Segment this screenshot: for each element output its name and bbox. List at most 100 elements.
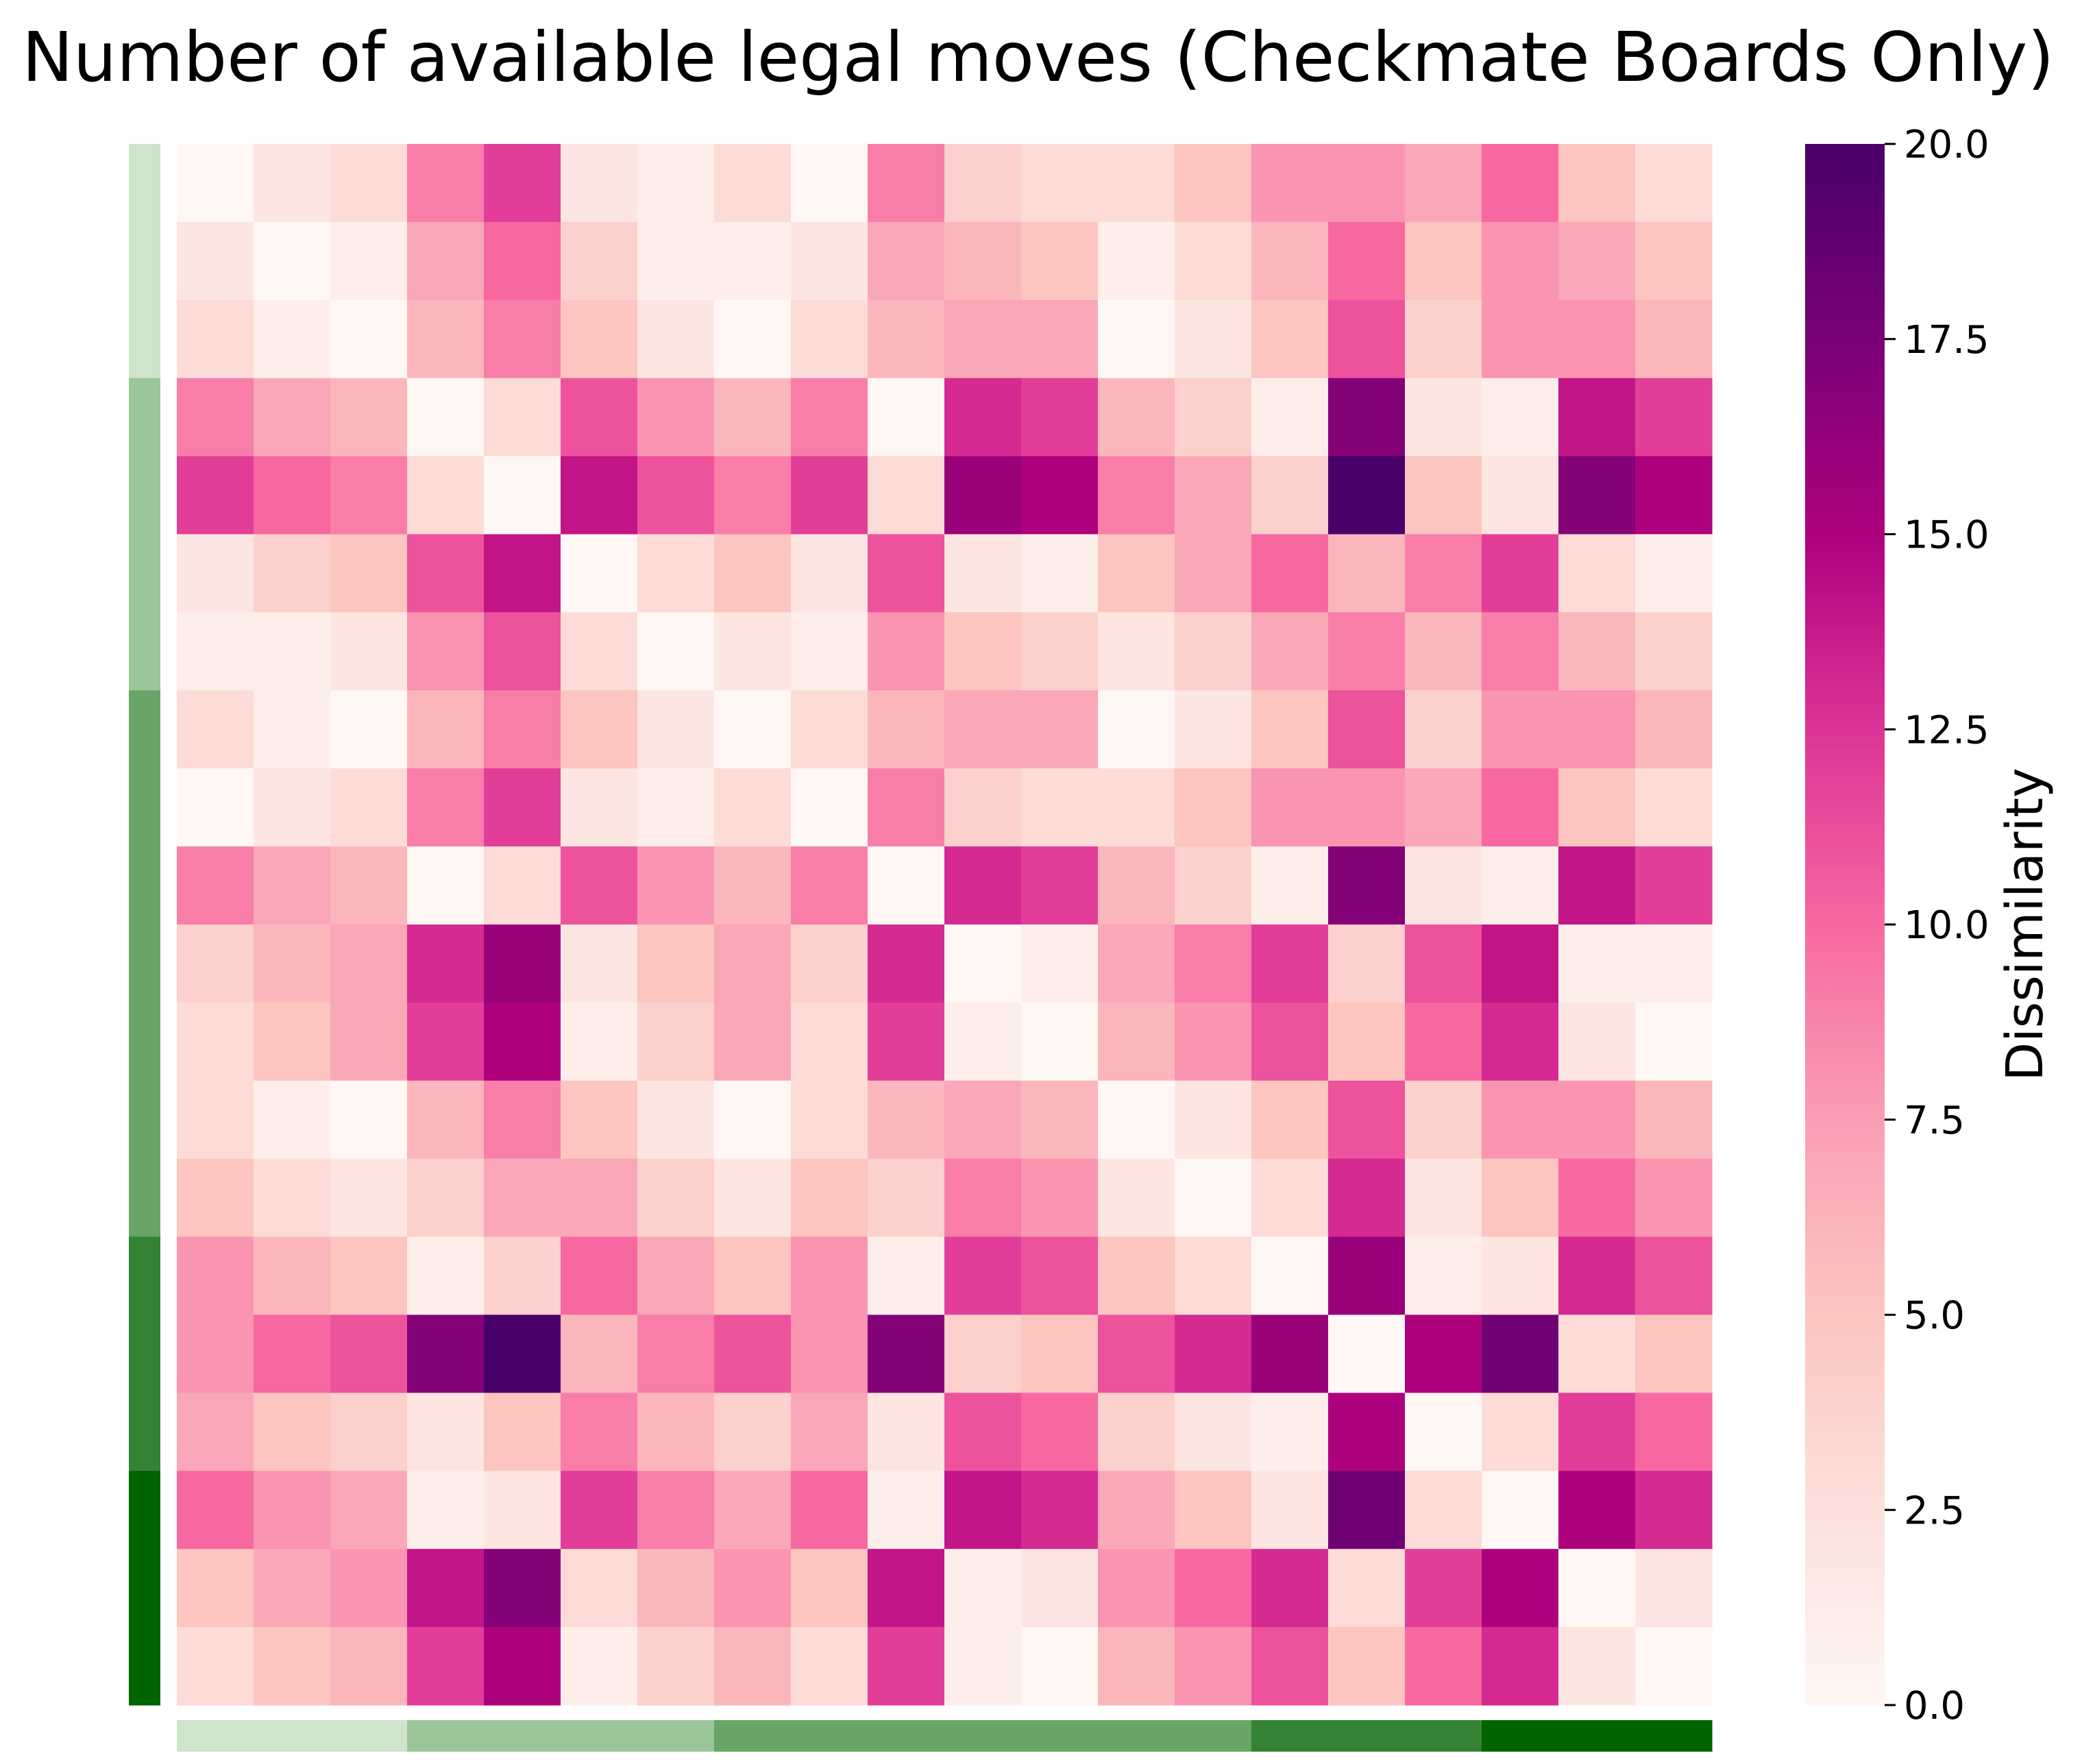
- heatmap-cell: [1405, 768, 1482, 847]
- heatmap-cell: [1482, 144, 1559, 223]
- heatmap-cell: [1098, 1158, 1175, 1238]
- row-group-segment: [129, 1080, 160, 1160]
- heatmap-cell: [1098, 1393, 1175, 1471]
- column-group-segment: [254, 1720, 331, 1752]
- heatmap-cell: [944, 1314, 1022, 1393]
- heatmap-cell: [1175, 1236, 1252, 1316]
- heatmap-cell: [1021, 1236, 1099, 1316]
- heatmap-cell: [1021, 1393, 1099, 1471]
- heatmap-cell: [330, 378, 408, 457]
- row-group-segment: [129, 1236, 160, 1316]
- heatmap-cell: [1328, 1158, 1406, 1238]
- heatmap-cell: [868, 1080, 945, 1160]
- heatmap-cell: [177, 612, 254, 691]
- heatmap-cell: [1558, 1002, 1636, 1081]
- heatmap-cell: [561, 690, 638, 769]
- row-group-segment: [129, 1158, 160, 1238]
- heatmap-cell: [1328, 690, 1406, 769]
- heatmap-cell: [791, 1393, 868, 1471]
- heatmap-cell: [791, 456, 868, 535]
- heatmap-cell: [944, 299, 1022, 379]
- heatmap-cell: [561, 1080, 638, 1160]
- heatmap-cell: [1635, 1393, 1713, 1471]
- colorbar-tick-label: 2.5: [1904, 1489, 1965, 1533]
- heatmap-cell: [1558, 144, 1636, 223]
- heatmap-cell: [1558, 378, 1636, 457]
- heatmap-cell: [484, 221, 561, 301]
- heatmap-cell: [1021, 612, 1099, 691]
- heatmap-cell: [177, 1549, 254, 1628]
- heatmap-cell: [407, 924, 485, 1003]
- row-group-segment: [129, 1002, 160, 1081]
- heatmap-cell: [1635, 1080, 1713, 1160]
- heatmap-cell: [1175, 534, 1252, 613]
- heatmap-cell: [1635, 299, 1713, 379]
- heatmap-cell: [868, 221, 945, 301]
- heatmap-cell: [330, 1080, 408, 1160]
- heatmap-cell: [637, 144, 715, 223]
- heatmap-cells: [177, 144, 1713, 1706]
- heatmap-cell: [1558, 1314, 1636, 1393]
- heatmap-cell: [944, 1471, 1022, 1549]
- heatmap-cell: [637, 1549, 715, 1628]
- heatmap-cell: [1482, 1471, 1559, 1549]
- heatmap-cell: [1251, 1002, 1329, 1081]
- heatmap-cell: [1021, 1314, 1099, 1393]
- heatmap-cell: [561, 299, 638, 379]
- heatmap-cell: [561, 1549, 638, 1628]
- heatmap-cell: [868, 299, 945, 379]
- heatmap-cell: [637, 534, 715, 613]
- heatmap-cell: [254, 144, 331, 223]
- heatmap-cell: [944, 612, 1022, 691]
- heatmap-cell: [177, 1236, 254, 1316]
- heatmap-cell: [484, 1314, 561, 1393]
- heatmap-cell: [944, 1236, 1022, 1316]
- heatmap-cell: [868, 1158, 945, 1238]
- heatmap-cell: [1482, 846, 1559, 925]
- heatmap-cell: [1021, 456, 1099, 535]
- heatmap-cell: [1405, 1471, 1482, 1549]
- heatmap-cell: [561, 221, 638, 301]
- heatmap-cell: [330, 534, 408, 613]
- heatmap-cell: [407, 1080, 485, 1160]
- heatmap-cell: [714, 1002, 792, 1081]
- column-group-segment: [484, 1720, 561, 1752]
- heatmap-cell: [714, 924, 792, 1003]
- heatmap-cell: [1251, 768, 1329, 847]
- heatmap-cell: [1482, 456, 1559, 535]
- heatmap-cell: [868, 1393, 945, 1471]
- heatmap-cell: [561, 534, 638, 613]
- heatmap-cell: [1175, 299, 1252, 379]
- heatmap-cell: [714, 846, 792, 925]
- heatmap-cell: [791, 378, 868, 457]
- heatmap-cell: [1482, 690, 1559, 769]
- heatmap-cell: [1405, 1393, 1482, 1471]
- heatmap-cell: [944, 1627, 1022, 1706]
- heatmap-cell: [177, 1080, 254, 1160]
- heatmap-cell: [637, 1080, 715, 1160]
- heatmap-cell: [1405, 144, 1482, 223]
- heatmap-cell: [177, 144, 254, 223]
- heatmap-cell: [1328, 1314, 1406, 1393]
- heatmap-cell: [1558, 299, 1636, 379]
- heatmap-cell: [1635, 1002, 1713, 1081]
- heatmap-cell: [1328, 1627, 1406, 1706]
- heatmap-cell: [561, 456, 638, 535]
- heatmap-cell: [791, 1471, 868, 1549]
- colorbar-label: Dissimilarity: [1996, 768, 2055, 1081]
- heatmap-cell: [944, 1002, 1022, 1081]
- heatmap-cell: [254, 378, 331, 457]
- heatmap-cell: [1251, 1080, 1329, 1160]
- heatmap-cell: [1175, 1314, 1252, 1393]
- heatmap-cell: [1098, 378, 1175, 457]
- heatmap-cell: [1251, 221, 1329, 301]
- heatmap-cell: [791, 924, 868, 1003]
- heatmap-cell: [1251, 1158, 1329, 1238]
- heatmap-cell: [484, 846, 561, 925]
- heatmap-cell: [1098, 221, 1175, 301]
- heatmap-cell: [1175, 924, 1252, 1003]
- heatmap-cell: [484, 378, 561, 457]
- heatmap-cell: [1021, 1627, 1099, 1706]
- heatmap-cell: [1021, 1471, 1099, 1549]
- heatmap-cell: [944, 221, 1022, 301]
